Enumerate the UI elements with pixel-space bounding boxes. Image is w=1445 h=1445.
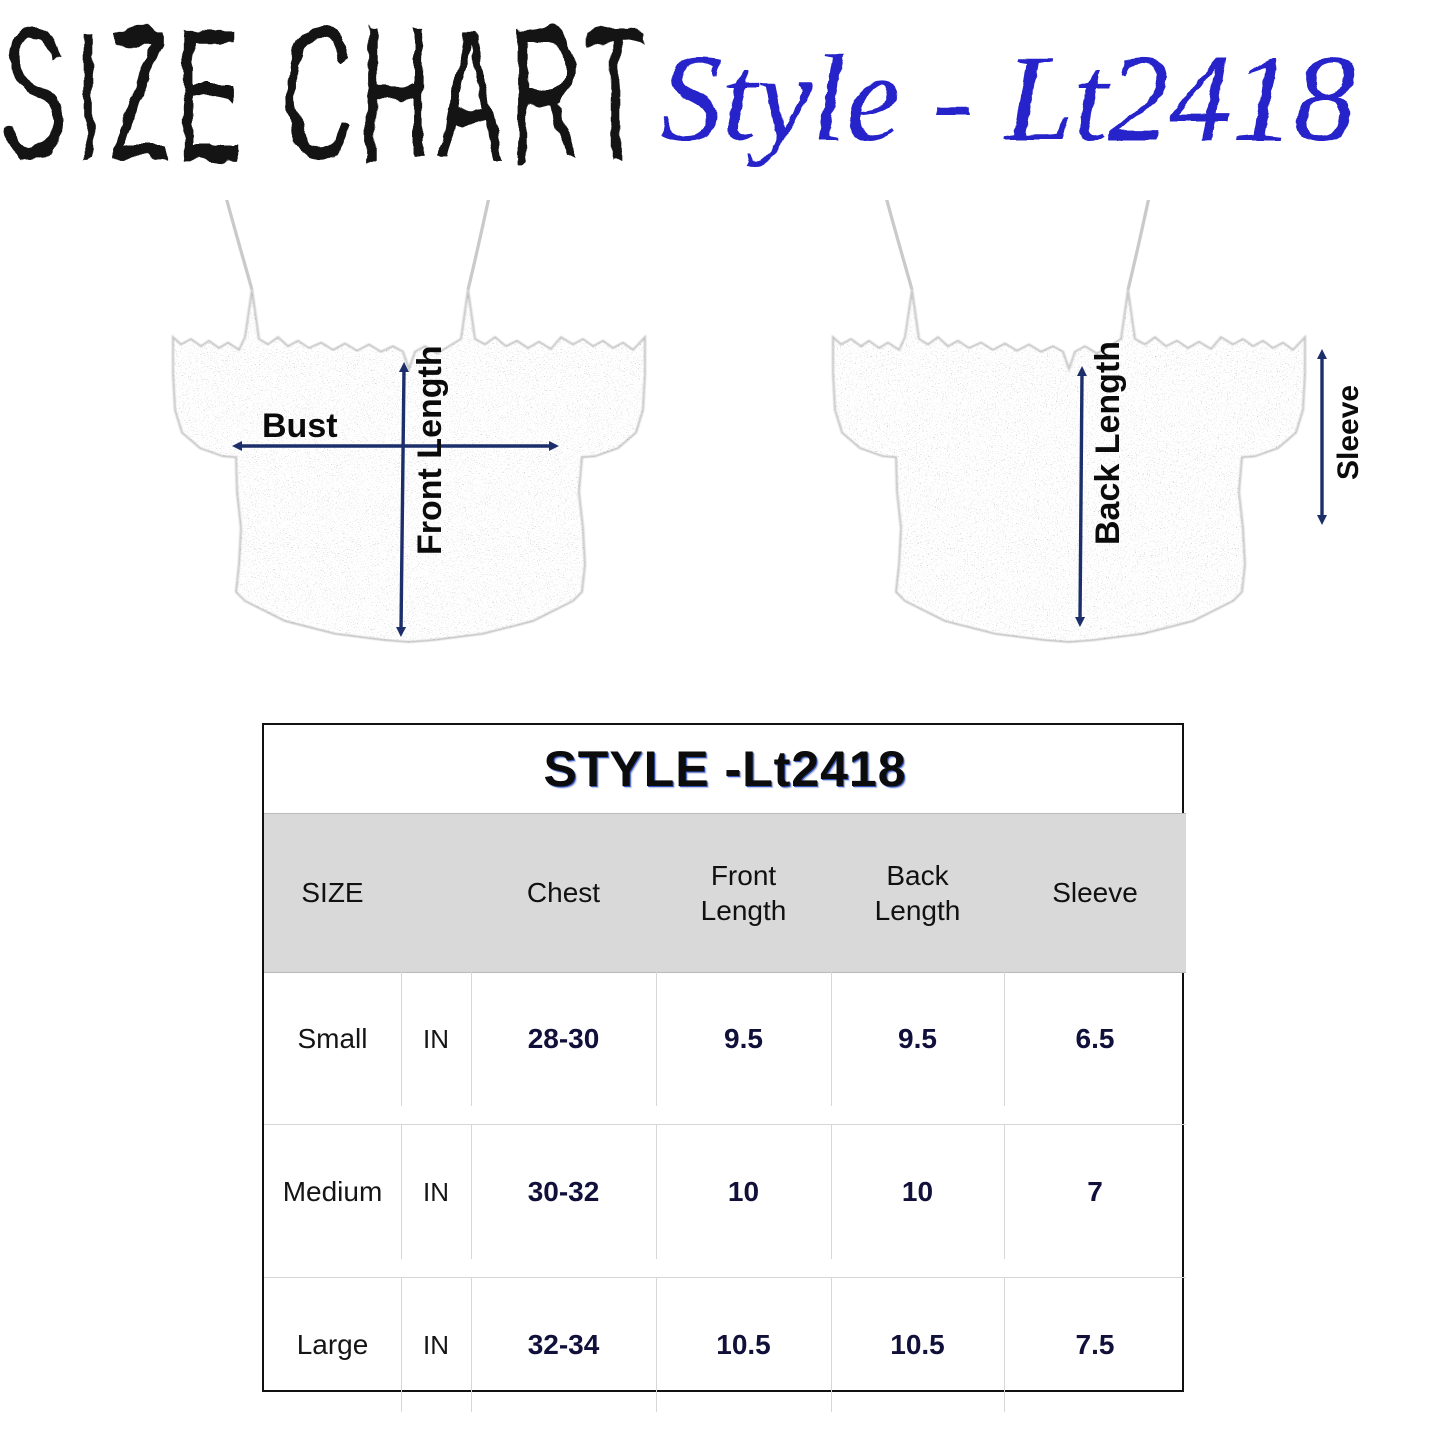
svg-text:Back Length: Back Length bbox=[1089, 341, 1127, 545]
svg-text:Style - Lt2418: Style - Lt2418 bbox=[660, 30, 1356, 167]
svg-text:Sleeve: Sleeve bbox=[1332, 385, 1365, 480]
svg-text:Bust: Bust bbox=[262, 407, 338, 445]
svg-text:SIZE CHART: SIZE CHART bbox=[2, 0, 652, 200]
svg-text:Front Length: Front Length bbox=[411, 345, 449, 555]
